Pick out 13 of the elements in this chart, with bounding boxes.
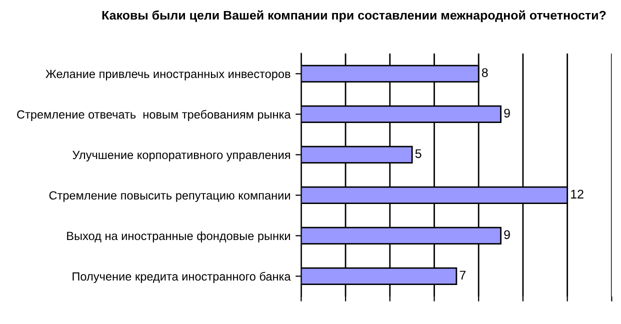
y-tick-label: Получение кредита иностранного банка — [72, 272, 291, 283]
data-label: 12 — [571, 190, 584, 198]
y-tick-label: Стремление повысить репутацию компании — [49, 191, 290, 202]
y-tick-label: Желание привлечь иностранных инвесторов — [46, 70, 290, 80]
y-tick-label: Улучшение корпоративного управления — [72, 150, 290, 162]
y-tick-label: Выход на иностранные фондовые рынки — [67, 231, 290, 242]
data-label: 7 — [460, 270, 466, 280]
data-label: 8 — [482, 68, 488, 78]
data-label: 9 — [504, 230, 510, 240]
y-tick-label: Стремление отвечать новым требованиям рынка — [17, 110, 291, 121]
chart-title: Каковы были цели Вашей компании при составлении межнародной отчетности? — [102, 10, 606, 22]
data-label: 5 — [415, 149, 422, 158]
data-label: 9 — [504, 108, 510, 118]
